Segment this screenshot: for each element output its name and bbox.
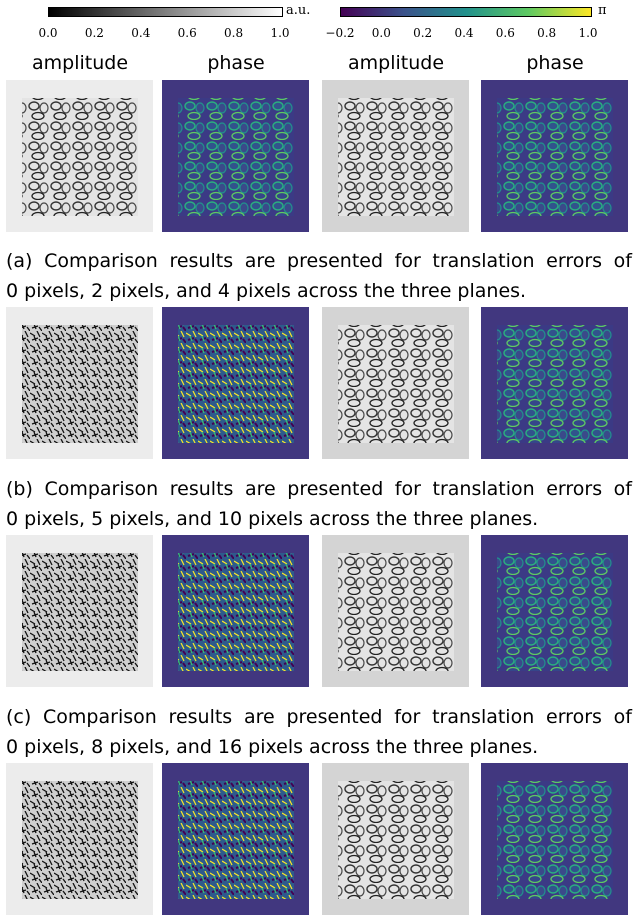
colorbar-unit: a.u. [286, 3, 310, 18]
colorbar-tick-label: 0.4 [131, 26, 150, 40]
image-panel [162, 307, 309, 459]
image-panel [6, 307, 153, 459]
colorbar-tick-label: −0.2 [325, 26, 354, 40]
image-panel [162, 535, 309, 687]
colorbar-tick-label: 0.2 [413, 26, 432, 40]
colorbar-tick-label: 0.0 [372, 26, 391, 40]
image-panel [6, 763, 153, 915]
caption: (c) Comparison results are presented for… [6, 702, 632, 762]
image-panel [162, 80, 309, 232]
image-panel [6, 80, 153, 232]
caption-line: (b) Comparison results are presented for… [6, 474, 632, 504]
image-panel [481, 307, 628, 459]
column-header: amplitude [32, 52, 128, 74]
caption-line: 0 pixels, 5 pixels, and 10 pixels across… [6, 504, 632, 534]
image-panel [481, 535, 628, 687]
colorbar-tick-label: 0.8 [537, 26, 556, 40]
colorbar-viridis [340, 7, 592, 17]
caption-line: 0 pixels, 8 pixels, and 16 pixels across… [6, 732, 632, 762]
caption-line: (c) Comparison results are presented for… [6, 702, 632, 732]
colorbar-unit: π [598, 3, 607, 18]
colorbar-tick-label: 0.4 [454, 26, 473, 40]
image-panel [6, 535, 153, 687]
image-panel [322, 80, 469, 232]
colorbar-tick-label: 0.2 [85, 26, 104, 40]
caption: (a) Comparison results are presented for… [6, 246, 632, 306]
image-panel [322, 763, 469, 915]
figure: a.u. π amplitude phase amplitude phase (… [0, 0, 636, 918]
colorbar-tick-label: 0.6 [496, 26, 515, 40]
colorbar-tick-label: 0.6 [178, 26, 197, 40]
caption: (b) Comparison results are presented for… [6, 474, 632, 534]
colorbar-tick-label: 1.0 [270, 26, 289, 40]
image-panel [481, 80, 628, 232]
image-panel [322, 307, 469, 459]
colorbar-tick-label: 0.8 [224, 26, 243, 40]
image-panel [481, 763, 628, 915]
image-panel [322, 535, 469, 687]
colorbar-tick-label: 0.0 [38, 26, 57, 40]
colorbar-gray [48, 7, 283, 17]
caption-line: (a) Comparison results are presented for… [6, 246, 632, 276]
column-header: amplitude [348, 52, 444, 74]
caption-line: 0 pixels, 2 pixels, and 4 pixels across … [6, 276, 632, 306]
image-panel [162, 763, 309, 915]
column-header: phase [207, 52, 264, 74]
colorbar-tick-label: 1.0 [578, 26, 597, 40]
column-header: phase [526, 52, 583, 74]
